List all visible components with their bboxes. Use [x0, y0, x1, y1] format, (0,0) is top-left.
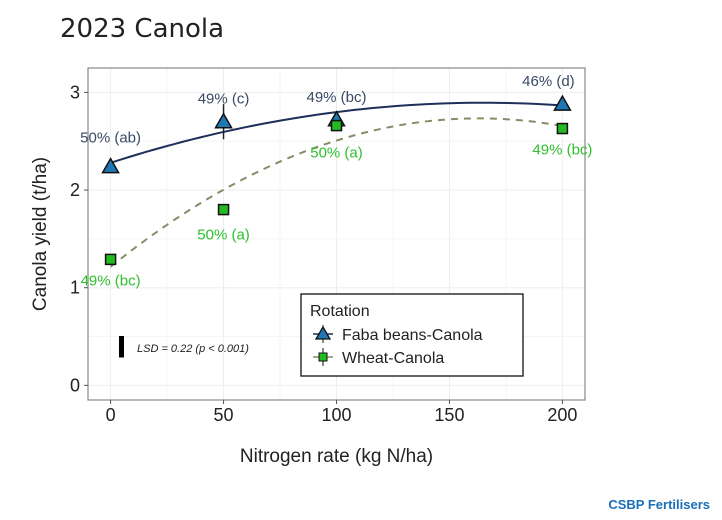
data-point-faba [553, 94, 572, 111]
data-label: 50% (a) [310, 145, 363, 162]
data-point-faba [214, 112, 233, 129]
x-axis-label: Nitrogen rate (kg N/ha) [240, 446, 433, 467]
y-tick-label: 3 [70, 82, 80, 102]
data-label: 46% (d) [522, 73, 575, 90]
y-axis-label: Canola yield (t/ha) [30, 157, 51, 311]
legend-title: Rotation [310, 303, 370, 320]
data-point-wheat [330, 119, 343, 132]
data-point-wheat [217, 203, 230, 216]
data-label: 50% (a) [197, 227, 250, 244]
data-point-wheat [104, 253, 117, 266]
data-label: 50% (ab) [80, 130, 141, 147]
data-point-faba [101, 157, 120, 174]
y-tick-label: 2 [70, 180, 80, 200]
x-tick-label: 0 [106, 405, 116, 425]
x-tick-label: 200 [547, 405, 577, 425]
legend-label: Faba beans-Canola [342, 327, 483, 344]
x-tick-label: 100 [321, 405, 351, 425]
data-label: 49% (c) [198, 91, 250, 108]
y-tick-label: 0 [70, 375, 80, 395]
x-tick-label: 150 [434, 405, 464, 425]
slide-title: 2023 Canola [60, 14, 225, 44]
legend-square-icon [318, 352, 328, 362]
legend-box [300, 293, 524, 377]
legend-label: Wheat-Canola [342, 350, 444, 367]
brand-logo-text: CSBP Fertilisers [608, 497, 710, 512]
data-label: 49% (bc) [81, 272, 141, 289]
data-label: 49% (bc) [532, 142, 592, 159]
data-label: 49% (bc) [306, 89, 366, 106]
fit-line-1 [109, 117, 563, 268]
y-tick-label: 1 [70, 278, 80, 298]
data-point-wheat [556, 122, 569, 135]
lsd-annotation: LSD = 0.22 (p < 0.001) [137, 343, 249, 355]
x-tick-label: 50 [214, 405, 234, 425]
lsd-bar [119, 336, 124, 358]
legend-triangle-icon [314, 325, 332, 340]
